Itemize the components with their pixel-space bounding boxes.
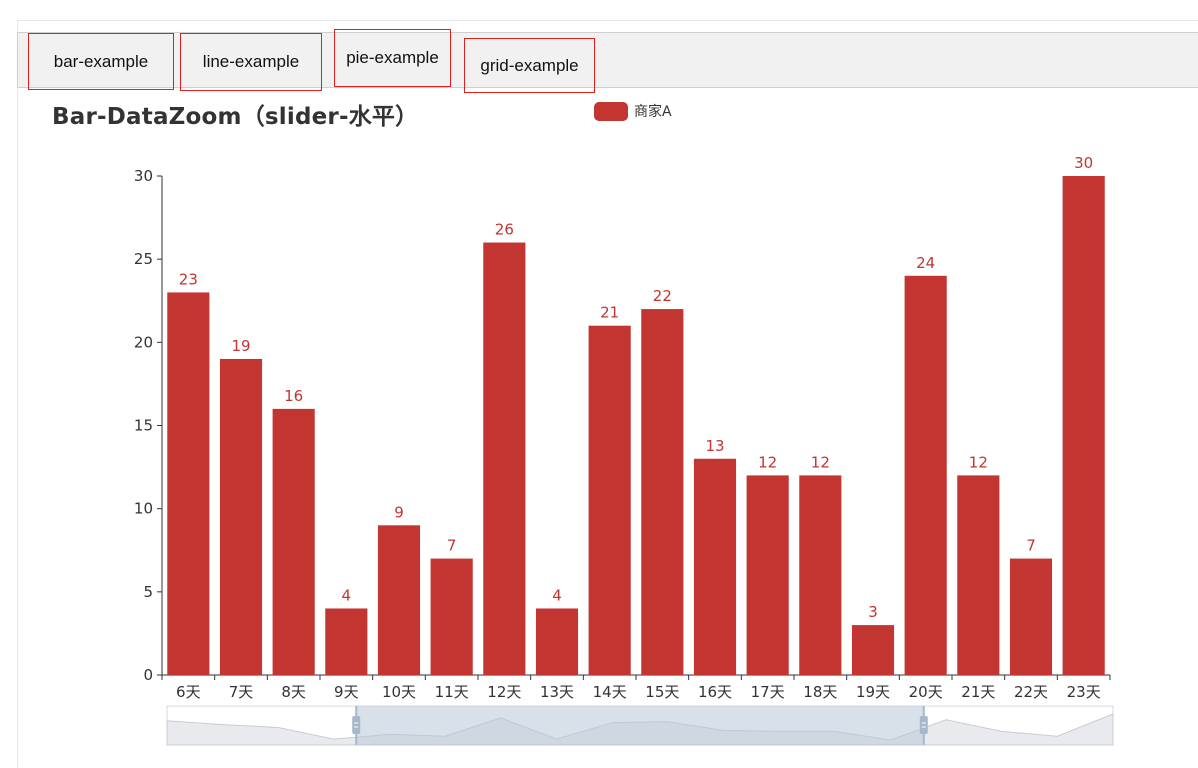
x-tick-label: 10天 [382, 683, 416, 701]
datazoom-handle-left[interactable] [352, 716, 361, 734]
bar-value-label: 24 [916, 254, 935, 272]
bar[interactable] [377, 525, 421, 675]
x-tick-label: 14天 [593, 683, 627, 701]
bar-value-label: 4 [342, 586, 352, 604]
bar[interactable] [641, 309, 684, 675]
bar-value-label: 12 [969, 453, 988, 471]
bar-value-label: 22 [653, 287, 672, 305]
bar[interactable] [1009, 558, 1053, 675]
bar[interactable] [483, 242, 526, 676]
bar-value-label: 7 [447, 537, 457, 555]
legend-swatch [594, 101, 628, 121]
bar[interactable] [430, 558, 473, 675]
bar-value-label: 19 [231, 337, 250, 355]
y-tick-label: 25 [134, 250, 153, 268]
y-tick-label: 30 [134, 167, 153, 185]
datazoom-selected-range[interactable] [356, 706, 924, 745]
y-tick-label: 10 [134, 500, 153, 518]
bar[interactable] [904, 275, 947, 675]
legend-label: 商家A [634, 104, 672, 120]
x-tick-label: 17天 [751, 683, 785, 701]
bar-value-label: 3 [868, 603, 878, 621]
bar[interactable] [219, 358, 263, 675]
x-tick-label: 19天 [856, 683, 890, 701]
bar-value-label: 23 [179, 270, 198, 288]
tab-bar [17, 32, 1198, 88]
bar[interactable] [851, 625, 895, 675]
x-tick-label: 23天 [1067, 683, 1101, 701]
x-tick-label: 8天 [281, 683, 306, 701]
page-frame [17, 20, 1198, 768]
y-tick-label: 20 [134, 333, 153, 351]
bar-value-label: 13 [705, 437, 724, 455]
bar-value-label: 9 [394, 503, 404, 521]
x-tick-label: 7天 [229, 683, 254, 701]
x-tick-label: 6天 [176, 683, 201, 701]
bar-value-label: 12 [811, 453, 830, 471]
bar-value-label: 26 [495, 221, 514, 239]
x-tick-label: 9天 [334, 683, 359, 701]
x-tick-label: 15天 [645, 683, 679, 701]
bar-value-label: 4 [552, 586, 562, 604]
x-tick-label: 21天 [961, 683, 995, 701]
bar[interactable] [535, 608, 579, 675]
tab-line-example[interactable]: line-example [180, 33, 322, 91]
bar[interactable] [588, 325, 631, 675]
bar-value-label: 12 [758, 453, 777, 471]
x-tick-label: 11天 [435, 683, 469, 701]
bar[interactable] [1062, 176, 1105, 675]
x-tick-label: 22天 [1014, 683, 1048, 701]
bar[interactable] [167, 292, 210, 675]
y-tick-label: 5 [143, 583, 153, 601]
x-tick-label: 16天 [698, 683, 732, 701]
bar-value-label: 7 [1026, 537, 1036, 555]
bar-value-label: 21 [600, 304, 619, 322]
x-tick-label: 18天 [803, 683, 837, 701]
x-tick-label: 20天 [909, 683, 943, 701]
legend-item[interactable]: 商家A [594, 101, 672, 121]
bar-value-label: 30 [1074, 154, 1093, 172]
bar[interactable] [799, 475, 842, 675]
bar-value-label: 16 [284, 387, 303, 405]
x-tick-label: 13天 [540, 683, 574, 701]
datazoom-handle-right[interactable] [919, 716, 928, 734]
bar[interactable] [746, 475, 789, 675]
chart-title: Bar-DataZoom（slider-水平） [52, 104, 419, 130]
tab-grid-example[interactable]: grid-example [464, 38, 595, 93]
tab-pie-example[interactable]: pie-example [334, 29, 451, 87]
y-tick-label: 0 [143, 666, 153, 684]
bar[interactable] [957, 475, 1000, 675]
bar[interactable] [325, 608, 368, 675]
x-tick-label: 12天 [487, 683, 521, 701]
bar[interactable] [693, 458, 737, 675]
y-tick-label: 15 [134, 417, 153, 435]
tab-bar-example[interactable]: bar-example [28, 33, 174, 90]
bar[interactable] [272, 408, 315, 675]
